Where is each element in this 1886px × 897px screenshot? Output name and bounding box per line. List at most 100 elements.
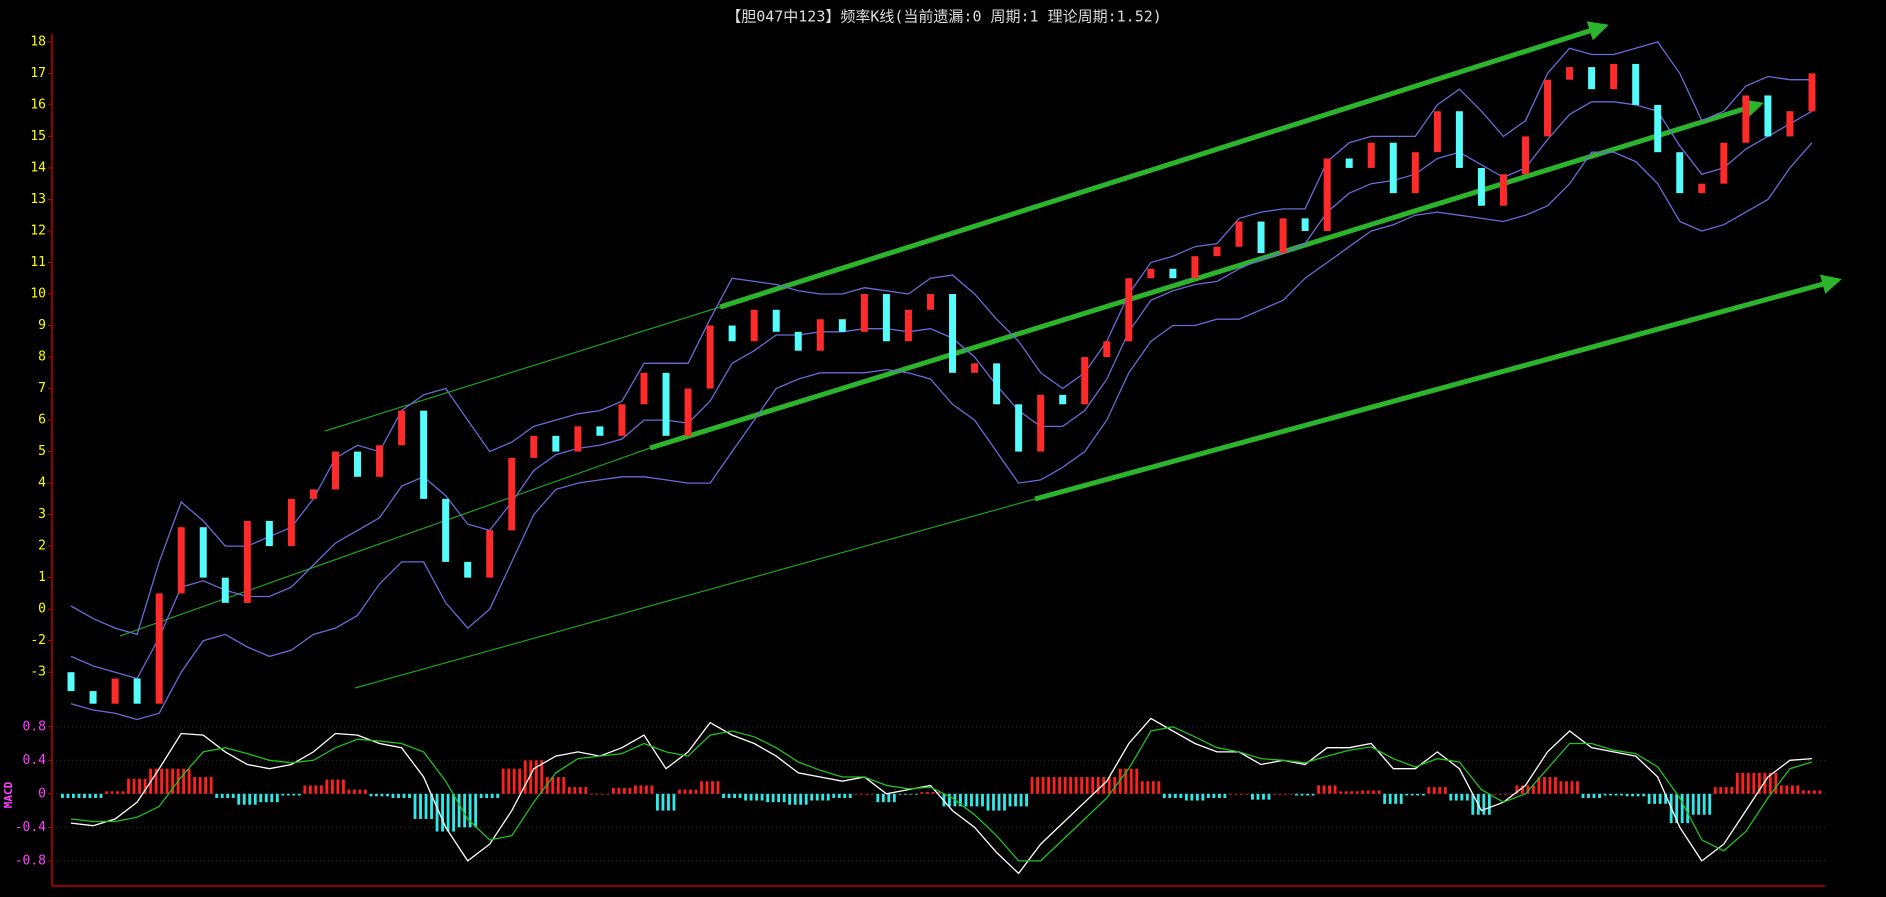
histogram-bar [446,793,450,832]
histogram-bar [523,760,527,794]
histogram-bar [529,760,533,794]
histogram-bar [804,793,808,805]
panel-label: MACD [2,781,15,808]
candle [309,489,317,499]
candle [728,325,736,342]
y-tick-label: 4 [38,476,46,491]
candle [772,309,780,332]
histogram-bar [667,793,670,811]
histogram-bar [1697,793,1701,815]
histogram-bar [209,777,213,794]
histogram-bar [1631,793,1635,797]
candle [155,593,163,704]
histogram-bar [1201,793,1205,801]
candle [1544,79,1552,137]
histogram-bar [116,791,119,794]
histogram-bar [1063,777,1067,794]
candle [838,319,846,332]
histogram-bar [656,793,659,811]
histogram-bar [1449,793,1453,801]
histogram-bar [1543,777,1546,794]
histogram-bar [1333,785,1337,794]
histogram-bar [1691,793,1695,815]
candle [331,451,339,490]
histogram-bar [248,793,252,805]
histogram-bar [694,789,698,794]
candle [1389,142,1397,194]
histogram-bar [1757,772,1761,794]
histogram-bar [1537,777,1541,794]
histogram-bar [1195,793,1199,801]
histogram-bar [854,793,858,795]
histogram-bar [501,768,505,794]
histogram-bar [1454,793,1458,801]
histogram-bar [1146,781,1150,794]
histogram-bar [1504,793,1508,795]
histogram-bar [931,792,935,794]
histogram-bar [1025,793,1028,807]
histogram-bar [1372,790,1376,794]
histogram-bar [375,793,378,797]
y-tick-label: 9 [38,318,46,333]
histogram-bar [622,787,626,794]
histogram-bar [711,781,714,794]
candle [596,426,604,436]
candle [618,404,626,436]
candle [1279,218,1287,254]
histogram-bar [1416,793,1420,796]
histogram-bar [1620,793,1624,796]
histogram-bar [286,793,290,796]
histogram-bar [226,793,230,798]
histogram-bar [1300,793,1304,796]
candle [1257,221,1265,254]
histogram-bar [562,777,566,794]
histogram-bar [1245,793,1249,795]
candle [1566,67,1574,80]
histogram-bar [347,789,351,794]
histogram-bar [810,793,814,801]
histogram-bar [1140,781,1144,794]
histogram-bar [540,760,544,794]
histogram-bar [1636,793,1640,797]
candle [1499,174,1507,206]
histogram-bar [1383,793,1387,804]
histogram-bar [1003,793,1006,811]
histogram-bar [1487,793,1491,815]
y-tick-label: 13 [30,192,46,207]
histogram-bar [441,793,444,832]
histogram-bar [1295,793,1298,796]
histogram-bar [1790,785,1794,794]
histogram-bar [556,777,560,794]
candle [1610,63,1618,90]
histogram-bar [138,778,141,794]
candle [177,527,185,594]
histogram-bar [661,793,665,811]
histogram-bar [1047,777,1051,794]
histogram-bar [154,768,158,794]
histogram-bar [1779,785,1783,794]
histogram-bar [749,793,753,801]
histogram-bar [1289,793,1293,795]
histogram-bar [1267,793,1271,800]
histogram-bar [1014,793,1017,807]
y-tick-label: 8 [38,350,46,365]
histogram-bar [270,793,274,803]
histogram-bar [782,793,786,803]
histogram-bar [281,793,285,796]
histogram-bar [1647,793,1651,804]
histogram-bar [793,793,797,805]
candle [133,678,141,704]
histogram-bar [430,793,433,819]
histogram-bar [1162,793,1166,798]
histogram-bar [171,768,175,794]
candle [89,691,97,704]
histogram-bar [881,793,885,803]
histogram-bar [1030,777,1034,794]
line [70,101,1813,680]
histogram-bar [898,793,902,795]
histogram-bar [1498,793,1502,795]
candle [1301,218,1309,231]
histogram-bar [678,789,681,794]
histogram-bar [468,793,472,828]
